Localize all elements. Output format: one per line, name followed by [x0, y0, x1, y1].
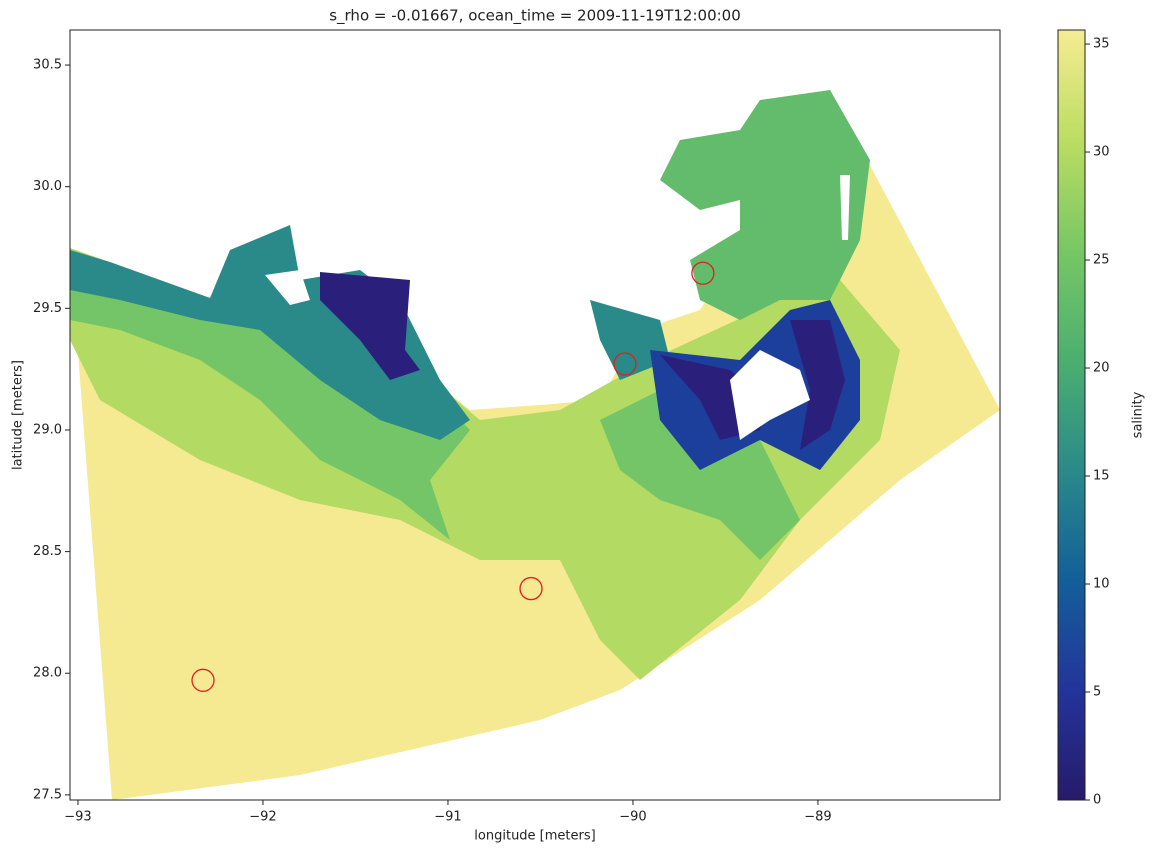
colorbar-tick-label: 5 — [1093, 685, 1101, 700]
y-tick-label: 30.0 — [33, 179, 62, 194]
x-tick-label: −89 — [804, 810, 831, 825]
y-tick-label: 30.5 — [33, 58, 62, 73]
y-tick-label: 27.5 — [33, 787, 62, 802]
colorbar-tick-label: 0 — [1093, 793, 1101, 808]
plot-frame — [69, 29, 1001, 801]
field-navy — [320, 272, 420, 380]
colorbar-tick-label: 15 — [1093, 469, 1110, 484]
x-tick-label: −91 — [434, 810, 461, 825]
colorbar-tick-label: 30 — [1093, 145, 1110, 160]
colorbar-tick-label: 10 — [1093, 577, 1110, 592]
colorbar — [1057, 29, 1086, 801]
colorbar-tick-label: 25 — [1093, 253, 1110, 268]
x-tick-label: −90 — [619, 810, 646, 825]
colorbar-label: salinity — [1131, 391, 1146, 438]
station-marker — [691, 261, 715, 285]
station-marker — [519, 576, 543, 601]
colorbar-tick-label: 35 — [1093, 37, 1110, 52]
y-tick-label: 29.5 — [33, 301, 62, 316]
station-marker — [613, 352, 637, 376]
station-marker — [191, 668, 215, 692]
chart-title: s_rho = -0.01667, ocean_time = 2009-11-1… — [329, 7, 741, 26]
y-axis-label: latitude [meters] — [11, 360, 26, 470]
field-north — [660, 90, 870, 320]
y-tick-label: 29.0 — [33, 422, 62, 437]
y-tick-label: 28.0 — [33, 666, 62, 681]
y-tick-label: 28.5 — [33, 544, 62, 559]
x-tick-label: −93 — [64, 810, 91, 825]
x-axis-label: longitude [meters] — [474, 829, 595, 844]
x-tick-label: −92 — [249, 810, 276, 825]
colorbar-tick-label: 20 — [1093, 361, 1110, 376]
salinity-field — [70, 90, 1000, 800]
